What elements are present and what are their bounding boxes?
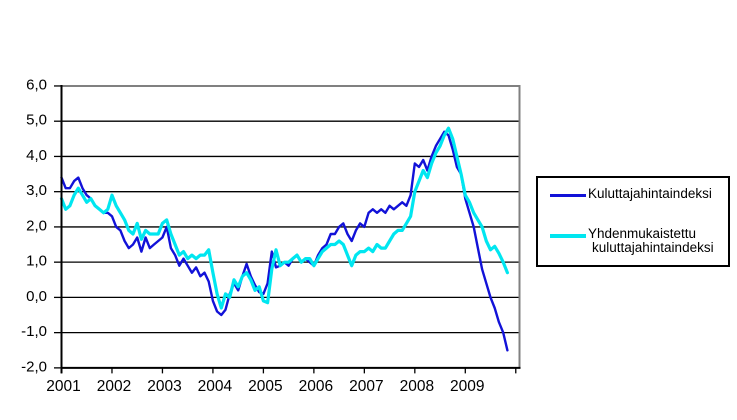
series-line-cpi xyxy=(60,130,509,352)
x-axis-tick-label: 2003 xyxy=(147,378,181,395)
y-axis-tick-label: 2,0 xyxy=(26,217,47,234)
y-axis-tick-label: 3,0 xyxy=(26,182,47,199)
gridlines xyxy=(61,84,521,369)
y-axis-tick-label: 4,0 xyxy=(26,147,47,164)
x-axis-tick-label: 2002 xyxy=(97,378,131,395)
x-axis-tick-label: 2006 xyxy=(299,378,333,395)
axis-labels: 6,0 5,0 4,0 3,0 2,0 1,0 0,0 -1,0 -2,0 2001 2002 200… xyxy=(21,76,484,394)
axes-and-ticks xyxy=(54,84,521,374)
x-axis-tick-label: 2009 xyxy=(450,378,484,395)
legend-item-hicp: Yhdenmukaistettu kuluttajahintaindeksi xyxy=(550,227,722,255)
y-axis-tick-label: -2,0 xyxy=(21,358,47,375)
y-axis-tick-label: -1,0 xyxy=(21,323,47,340)
x-axis-tick-label: 2007 xyxy=(349,378,383,395)
series-line-hicp xyxy=(59,126,509,310)
series-lines xyxy=(59,126,509,352)
legend-label-hicp: Yhdenmukaistettu kuluttajahintaindeksi xyxy=(588,226,714,255)
x-axis-tick-label: 2005 xyxy=(248,378,282,395)
y-axis-tick-label: 6,0 xyxy=(26,76,47,93)
x-axis-tick-label: 2004 xyxy=(198,378,233,395)
y-axis-tick-label: 0,0 xyxy=(26,288,47,305)
x-axis-tick-label: 2001 xyxy=(46,378,80,395)
legend: Kuluttajahintaindeksi Yhdenmukaistettu k… xyxy=(536,176,730,267)
legend-label-cpi: Kuluttajahintaindeksi xyxy=(588,186,712,201)
x-axis-tick-label: 2008 xyxy=(400,378,434,395)
y-axis-tick-label: 1,0 xyxy=(26,253,47,270)
y-axis-tick-label: 5,0 xyxy=(26,112,47,129)
legend-item-cpi: Kuluttajahintaindeksi xyxy=(550,187,722,201)
